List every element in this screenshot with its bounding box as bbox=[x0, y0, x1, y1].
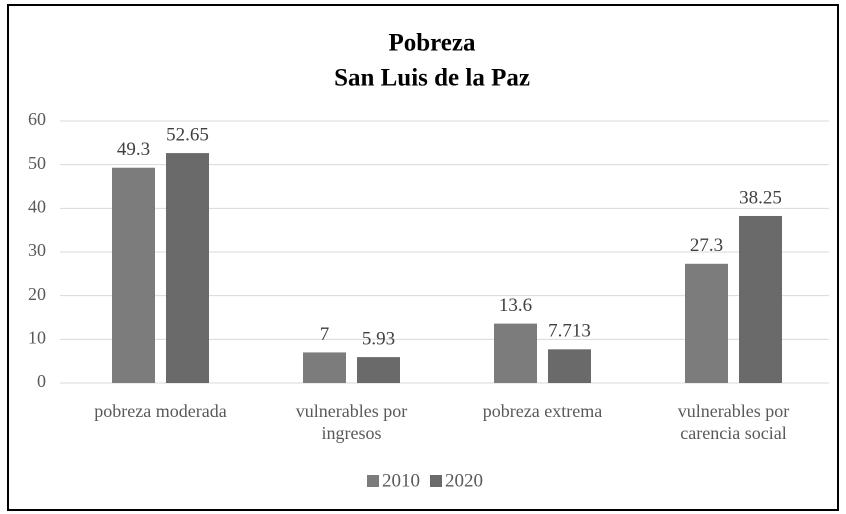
bar bbox=[685, 264, 728, 383]
bar bbox=[494, 324, 537, 383]
bar bbox=[166, 153, 209, 383]
value-label: 7.713 bbox=[548, 321, 591, 342]
value-label: 5.93 bbox=[362, 328, 395, 349]
bar bbox=[739, 216, 782, 383]
bar bbox=[303, 352, 346, 383]
value-label: 13.6 bbox=[499, 295, 532, 316]
bar bbox=[548, 349, 591, 383]
y-tick-label: 50 bbox=[28, 153, 46, 173]
value-label: 52.65 bbox=[166, 124, 209, 145]
chart-title: Pobreza bbox=[388, 30, 476, 57]
value-label: 38.25 bbox=[739, 187, 782, 208]
chart-subtitle: San Luis de la Paz bbox=[334, 65, 530, 92]
x-tick-label: vulnerables por ingresos bbox=[267, 400, 437, 444]
legend-label: 2020 bbox=[445, 470, 483, 491]
legend-label: 2010 bbox=[382, 470, 420, 491]
chart-container: Pobreza San Luis de la Paz 0 10 20 30 40 50 60… bbox=[0, 0, 846, 514]
legend-swatch bbox=[430, 475, 442, 487]
legend-swatch bbox=[367, 475, 379, 487]
y-tick-label: 0 bbox=[37, 371, 46, 391]
y-tick-label: 30 bbox=[28, 240, 46, 260]
y-tick-label: 10 bbox=[28, 327, 46, 347]
y-tick-label: 60 bbox=[28, 109, 46, 129]
x-tick-label: vulnerables por carencia social bbox=[649, 400, 819, 444]
bar bbox=[357, 357, 400, 383]
bar bbox=[112, 168, 155, 383]
x-tick-label: pobreza extrema bbox=[458, 400, 628, 422]
value-label: 27.3 bbox=[690, 235, 723, 256]
x-tick-label: pobreza moderada bbox=[76, 400, 246, 422]
y-tick-label: 20 bbox=[28, 284, 46, 304]
y-tick-label: 40 bbox=[28, 196, 46, 216]
value-label: 49.3 bbox=[117, 139, 150, 160]
value-label: 7 bbox=[320, 324, 330, 345]
